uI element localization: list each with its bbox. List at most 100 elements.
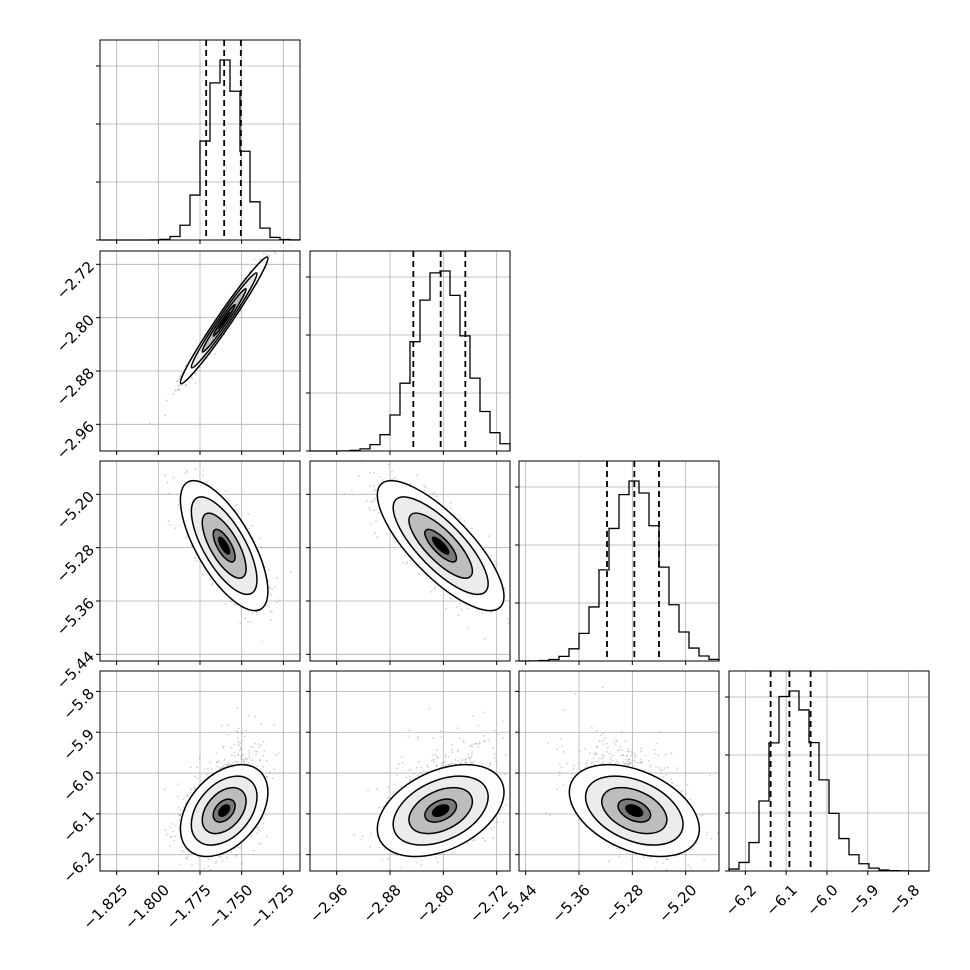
- scatter-point: [222, 746, 224, 749]
- scatter-point: [400, 755, 403, 758]
- scatter-point: [164, 414, 166, 417]
- scatter-point: [238, 749, 241, 752]
- scatter-point: [619, 748, 622, 751]
- scatter-point: [596, 760, 598, 763]
- scatter-point: [445, 607, 448, 610]
- scatter-point: [666, 858, 669, 861]
- scatter-point: [268, 770, 271, 773]
- scatter-point: [237, 846, 240, 849]
- scatter-point: [501, 806, 504, 809]
- scatter-point: [472, 715, 475, 718]
- scatter-point: [634, 755, 636, 758]
- scatter-point: [452, 851, 455, 854]
- scatter-point: [184, 384, 187, 386]
- scatter-point: [477, 724, 480, 727]
- scatter-point: [488, 765, 491, 768]
- scatter-point: [460, 762, 462, 765]
- scatter-point: [615, 760, 618, 763]
- scatter-point: [271, 610, 273, 613]
- scatter-point: [268, 772, 271, 775]
- scatter-point: [256, 283, 259, 286]
- scatter-point: [593, 752, 596, 755]
- scatter-point: [560, 766, 563, 769]
- scatter-point: [394, 783, 397, 786]
- scatter-point: [235, 503, 238, 506]
- scatter-point: [432, 760, 435, 763]
- scatter-point: [481, 612, 483, 614]
- scatter-point: [254, 750, 257, 753]
- scatter-point: [259, 546, 262, 548]
- scatter-point: [608, 846, 610, 848]
- scatter-point: [447, 763, 450, 766]
- scatter-point: [658, 767, 661, 769]
- scatter-point: [408, 775, 411, 778]
- scatter-point: [620, 730, 623, 733]
- scatter-point: [169, 845, 171, 848]
- scatter-point: [248, 299, 251, 302]
- scatter-point: [562, 751, 565, 753]
- scatter-point: [547, 741, 549, 744]
- scatter-point: [433, 491, 436, 494]
- scatter-point: [387, 786, 390, 789]
- density-core: [218, 536, 231, 555]
- scatter-point: [444, 755, 447, 758]
- scatter-point: [455, 606, 458, 609]
- scatter-point: [176, 504, 179, 507]
- scatter-point: [467, 753, 470, 756]
- scatter-point: [687, 864, 690, 866]
- scatter-point: [218, 855, 221, 858]
- scatter-point: [262, 755, 265, 757]
- scatter-point: [633, 759, 636, 762]
- scatter-point: [495, 760, 498, 763]
- scatter-point: [408, 780, 411, 782]
- scatter-point: [239, 746, 242, 749]
- scatter-point: [189, 766, 192, 769]
- scatter-point: [622, 754, 625, 757]
- scatter-point: [381, 479, 384, 481]
- scatter-point: [470, 762, 473, 765]
- scatter-point: [616, 740, 618, 743]
- scatter-point: [241, 862, 244, 865]
- scatter-point: [172, 822, 174, 825]
- scatter-point: [235, 854, 237, 857]
- scatter-point: [248, 752, 251, 754]
- scatter-point: [251, 759, 254, 762]
- scatter-point: [227, 763, 230, 766]
- scatter-point: [168, 524, 171, 526]
- scatter-point: [227, 761, 230, 764]
- scatter-point: [659, 772, 662, 775]
- scatter-point: [464, 757, 467, 760]
- scatter-point: [250, 620, 252, 623]
- scatter-point: [261, 640, 264, 643]
- scatter-point: [206, 767, 209, 770]
- scatter-point: [670, 752, 673, 755]
- scatter-point: [225, 763, 227, 766]
- scatter-point: [392, 478, 394, 481]
- scatter-point: [631, 859, 633, 862]
- scatter-point: [234, 760, 237, 763]
- scatter-point: [703, 859, 705, 862]
- scatter-point: [239, 756, 242, 759]
- scatter-point: [255, 753, 258, 756]
- scatter-point: [277, 752, 280, 755]
- scatter-point: [606, 742, 608, 745]
- scatter-point: [209, 869, 212, 871]
- scatter-point: [407, 769, 410, 771]
- scatter-point: [251, 612, 254, 614]
- scatter-point: [191, 377, 194, 380]
- scatter-point: [622, 754, 624, 757]
- scatter-point: [445, 753, 447, 756]
- scatter-point: [481, 762, 483, 765]
- scatter-point: [174, 389, 177, 391]
- scatter-point: [409, 778, 412, 780]
- scatter-point: [392, 791, 395, 793]
- scatter-point: [193, 557, 196, 559]
- scatter-point: [201, 573, 204, 575]
- scatter-point: [190, 853, 192, 855]
- scatter-point: [230, 746, 233, 749]
- scatter-point: [595, 745, 598, 748]
- scatter-point: [190, 788, 192, 791]
- scatter-point: [223, 759, 225, 762]
- scatter-point: [644, 769, 647, 772]
- scatter-point: [578, 762, 580, 765]
